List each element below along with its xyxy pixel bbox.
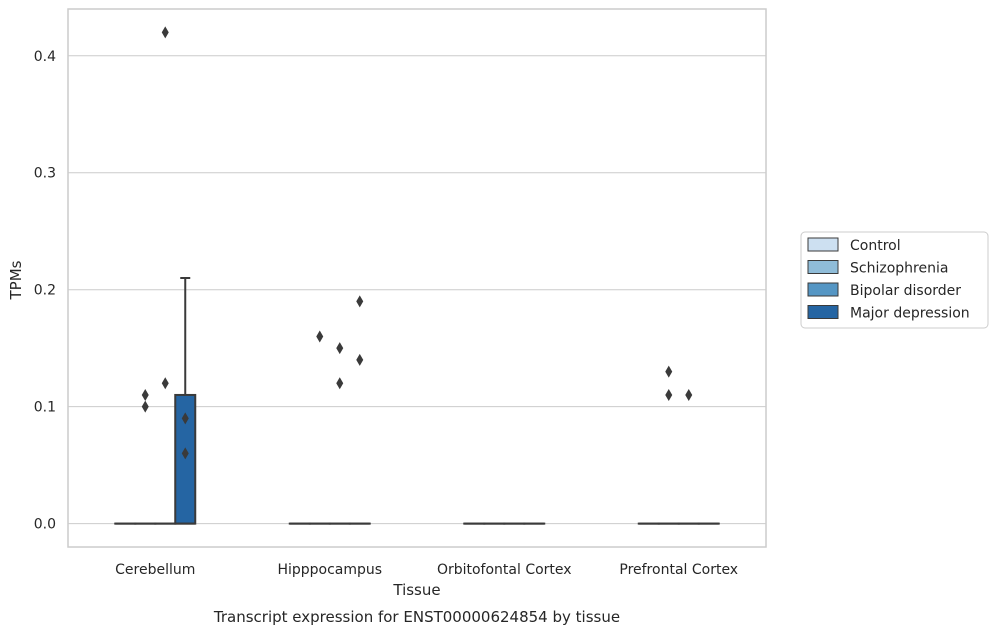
legend-swatch <box>807 237 839 252</box>
box-3-1 <box>657 365 680 525</box>
legend-swatch <box>807 305 839 319</box>
x-tick-label: Cerebellum <box>115 562 195 578</box>
outlier-marker <box>685 388 693 401</box>
outlier-marker <box>161 377 169 390</box>
box-0-3 <box>174 277 197 525</box>
box-3-2 <box>677 388 700 525</box>
outlier-marker <box>665 365 673 378</box>
y-tick-label: 0.3 <box>34 166 56 182</box>
box-0-2 <box>154 26 177 525</box>
legend-label: Major depression <box>850 306 970 322</box>
legend-label: Bipolar disorder <box>850 283 961 299</box>
legend: Control Schizophrenia Bipolar disorder Majo… <box>800 231 989 329</box>
x-axis-label: Tissue <box>392 581 440 599</box>
y-tick-label: 0.1 <box>34 400 56 416</box>
plot-frame <box>67 8 767 548</box>
x-tick-label: Hipppocampus <box>277 562 382 578</box>
box-0-1 <box>134 388 157 525</box>
box-1-1 <box>308 330 331 525</box>
outlier-marker <box>336 342 344 355</box>
x-tick-label: Prefrontal Cortex <box>619 562 738 578</box>
outlier-marker <box>356 353 364 366</box>
y-axis-label: TPMs <box>7 260 25 300</box>
y-tick-label: 0.4 <box>34 49 56 65</box>
outlier-marker <box>665 388 673 401</box>
outlier-marker <box>141 388 149 401</box>
boxes <box>114 26 720 525</box>
x-tick-labels: Cerebellum Hipppocampus Orbitofontal Corte… <box>115 562 738 578</box>
y-tick-label: 0.0 <box>34 517 56 533</box>
plot-border <box>67 8 767 548</box>
x-tick-label: Orbitofontal Cortex <box>437 562 572 578</box>
outlier-marker <box>181 447 189 460</box>
outlier-marker <box>356 295 364 308</box>
chart-caption: Transcript expression for ENST0000062485… <box>213 608 620 626</box>
outlier-marker <box>181 412 189 425</box>
legend-label: Schizophrenia <box>850 261 948 277</box>
box-1-3 <box>348 295 371 525</box>
y-tick-label: 0.2 <box>34 283 56 299</box>
y-tick-labels: 0.0 0.1 0.2 0.3 0.4 <box>34 49 56 533</box>
outlier-marker <box>141 400 149 413</box>
legend-swatch <box>807 282 839 297</box>
box-1-2 <box>328 342 351 525</box>
gridlines <box>68 55 766 525</box>
legend-label: Control <box>850 238 901 254</box>
legend-swatch <box>807 260 839 274</box>
legend-frame <box>800 231 989 329</box>
outlier-marker <box>336 377 344 390</box>
outlier-marker <box>161 26 169 39</box>
outlier-marker <box>316 330 324 343</box>
